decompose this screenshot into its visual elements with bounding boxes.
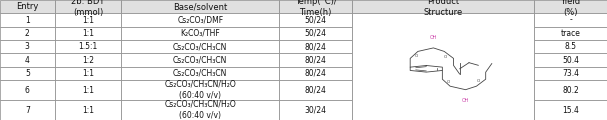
Text: 1:2: 1:2 xyxy=(82,56,94,65)
Text: OH: OH xyxy=(430,35,437,40)
Text: K₂CO₃/THF: K₂CO₃/THF xyxy=(180,29,220,38)
Bar xyxy=(0,40,55,53)
Text: 80/24: 80/24 xyxy=(305,42,327,51)
Bar xyxy=(0,67,55,80)
Bar xyxy=(0,100,55,120)
Text: 15.4: 15.4 xyxy=(562,105,579,114)
Text: 1.5:1: 1.5:1 xyxy=(78,42,98,51)
Text: Cs₂CO₃/CH₃CN/H₂O
(60:40 v/v): Cs₂CO₃/CH₃CN/H₂O (60:40 v/v) xyxy=(164,80,236,100)
Text: O: O xyxy=(447,80,450,84)
Text: 1:1: 1:1 xyxy=(82,15,94,24)
Text: trace: trace xyxy=(561,29,580,38)
Text: 1:1: 1:1 xyxy=(82,69,94,78)
Text: 80/24: 80/24 xyxy=(305,56,327,65)
Text: Cs₂CO₃/DMF: Cs₂CO₃/DMF xyxy=(177,15,223,24)
Text: 50.4: 50.4 xyxy=(562,56,579,65)
Bar xyxy=(0,13,55,27)
Bar xyxy=(0,27,55,40)
Text: O: O xyxy=(476,79,480,83)
Text: OH: OH xyxy=(462,98,469,103)
Text: Cs₂CO₃/CH₃CN: Cs₂CO₃/CH₃CN xyxy=(173,42,228,51)
Bar xyxy=(0,80,55,100)
Text: 1:1: 1:1 xyxy=(82,29,94,38)
Text: 4: 4 xyxy=(25,56,30,65)
Text: 50/24: 50/24 xyxy=(305,15,327,24)
Text: Temp(°C)/
Time(h): Temp(°C)/ Time(h) xyxy=(295,0,336,17)
Text: 1: 1 xyxy=(25,15,30,24)
Text: Cs₂CO₃/CH₃CN: Cs₂CO₃/CH₃CN xyxy=(173,69,228,78)
Text: 80/24: 80/24 xyxy=(305,86,327,95)
Text: 6: 6 xyxy=(25,86,30,95)
Text: Cs₂CO₃/CH₃CN/H₂O
(60:40 v/v): Cs₂CO₃/CH₃CN/H₂O (60:40 v/v) xyxy=(164,100,236,120)
Text: 1:1: 1:1 xyxy=(82,105,94,114)
Text: 30/24: 30/24 xyxy=(305,105,327,114)
Text: O: O xyxy=(415,54,418,58)
Text: 1:1: 1:1 xyxy=(82,86,94,95)
Text: Base/solvent: Base/solvent xyxy=(173,2,228,11)
Text: 3: 3 xyxy=(25,42,30,51)
Text: 2: 2 xyxy=(25,29,30,38)
Text: 80.2: 80.2 xyxy=(562,86,579,95)
Text: 8.5: 8.5 xyxy=(565,42,577,51)
Text: 80/24: 80/24 xyxy=(305,69,327,78)
Text: Cs₂CO₃/CH₃CN: Cs₂CO₃/CH₃CN xyxy=(173,56,228,65)
Text: 50/24: 50/24 xyxy=(305,29,327,38)
Text: Entry: Entry xyxy=(16,2,38,11)
Bar xyxy=(0,0,55,13)
Text: 2b: BDT
(mmol): 2b: BDT (mmol) xyxy=(72,0,104,17)
Text: -: - xyxy=(569,15,572,24)
Text: O: O xyxy=(444,55,447,59)
Text: 7: 7 xyxy=(25,105,30,114)
Text: Yield
(%): Yield (%) xyxy=(560,0,581,17)
Text: 73.4: 73.4 xyxy=(562,69,579,78)
Text: 5: 5 xyxy=(25,69,30,78)
Text: Product
Structure: Product Structure xyxy=(424,0,463,17)
Bar xyxy=(0,53,55,67)
